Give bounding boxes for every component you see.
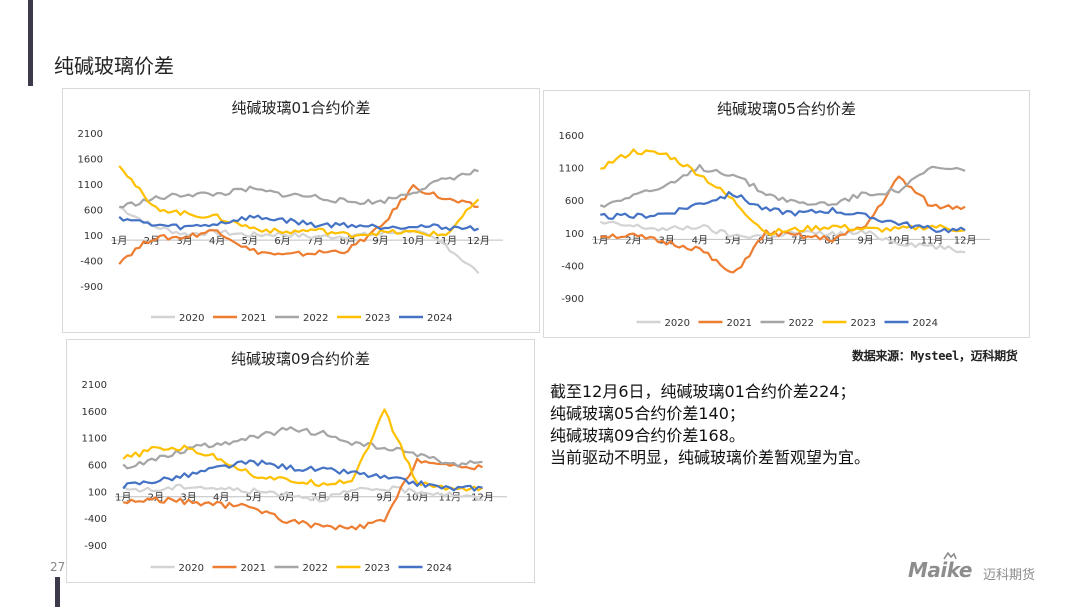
x-tick-label: 2月: [625, 234, 641, 246]
title-accent-bar: [28, 0, 33, 86]
y-tick-label: 600: [565, 196, 584, 207]
maike-logo-mark-icon: [943, 552, 957, 560]
series-line-2023: [122, 408, 484, 492]
y-tick-label: 1100: [559, 164, 584, 175]
data-source-note: 数据来源：Mysteel，迈科期货: [852, 349, 1018, 363]
legend-label-2023: 2023: [851, 318, 876, 329]
x-tick-label: 7月: [791, 234, 807, 246]
y-tick-label: 1100: [82, 434, 107, 445]
page-number: 27: [50, 560, 66, 574]
maike-logo: Maike: [908, 558, 972, 582]
chart-05-spread: 纯碱玻璃05合约价差 1600 1100 600 100 -400 -900 1月 2月 3月 4月…: [543, 90, 1030, 338]
legend-label-2024: 2024: [427, 313, 452, 324]
series-line-2024: [600, 190, 966, 234]
summary-line-outlook: 当前驱动不明显，纯碱玻璃价差暂观望为宜。: [550, 448, 871, 467]
y-tick-label: -400: [84, 514, 107, 525]
y-tick-label: -900: [561, 294, 584, 305]
x-tick-label: 12月: [471, 492, 494, 504]
series-line-2022: [119, 168, 479, 209]
y-tick-label: 1600: [78, 155, 103, 166]
series-line-2024: [122, 459, 483, 492]
x-tick-label: 3月: [180, 492, 196, 504]
chart-title: 纯碱玻璃09合约价差: [231, 350, 370, 368]
series-line-2021: [122, 457, 483, 531]
y-tick-label: 100: [565, 229, 584, 240]
legend-label-2022: 2022: [303, 563, 328, 574]
y-tick-label: 600: [84, 206, 103, 217]
legend-label-2021: 2021: [727, 318, 752, 329]
x-tick-label: 6月: [274, 235, 290, 247]
y-tick-label: 600: [88, 461, 107, 472]
series-line-2022: [599, 163, 966, 208]
x-tick-label: 3月: [658, 234, 674, 246]
legend-label-2020: 2020: [179, 313, 204, 324]
y-tick-label: -400: [80, 257, 103, 268]
summary-line-01: 截至12月6日，纯碱玻璃01合约价差224；: [550, 382, 856, 401]
legend-label-2020: 2020: [179, 563, 204, 574]
x-tick-label: 10月: [402, 235, 425, 247]
y-tick-label: 2100: [78, 129, 103, 140]
footer-accent-bar: [55, 577, 60, 607]
x-tick-label: 9月: [372, 235, 388, 247]
x-tick-label: 10月: [887, 234, 910, 246]
x-tick-label: 4月: [213, 492, 229, 504]
chart-title: 纯碱玻璃01合约价差: [231, 99, 370, 117]
chart-01-spread: 纯碱玻璃01合约价差 2100 1600 1100 600 100 -400 -900 1月 2月…: [62, 88, 540, 333]
chart-title: 纯碱玻璃05合约价差: [717, 100, 856, 118]
summary-line-05: 纯碱玻璃05合约价差140；: [550, 404, 745, 423]
y-tick-label: -400: [561, 261, 584, 272]
x-tick-label: 4月: [692, 234, 708, 246]
series-line-2020: [599, 220, 966, 254]
series-line-2020: [122, 483, 483, 503]
x-tick-label: 8月: [344, 492, 360, 504]
y-tick-label: 1100: [78, 180, 103, 191]
legend-label-2024: 2024: [913, 318, 938, 329]
chart-09-spread: 纯碱玻璃09合约价差 2100 1600 1100 600 100 -400 -900 1月 2月…: [66, 339, 535, 583]
series-line-2021: [118, 183, 479, 265]
series-line-2023: [118, 165, 480, 239]
y-tick-label: 2100: [82, 380, 107, 391]
y-tick-label: 1600: [82, 407, 107, 418]
x-tick-label: 1月: [111, 235, 127, 247]
y-tick-label: -900: [80, 282, 103, 293]
summary-text: 截至12月6日，纯碱玻璃01合约价差224； 纯碱玻璃05合约价差140； 纯碱…: [550, 381, 870, 469]
y-tick-label: -900: [84, 541, 107, 552]
legend-label-2024: 2024: [427, 563, 452, 574]
legend-label-2021: 2021: [241, 313, 266, 324]
legend-label-2021: 2021: [241, 563, 266, 574]
x-tick-label: 12月: [467, 235, 490, 247]
series-line-2020: [118, 206, 480, 275]
series-line-2024: [118, 214, 479, 232]
legend-label-2023: 2023: [365, 563, 390, 574]
series-line-2023: [600, 148, 966, 237]
x-tick-label: 6月: [278, 492, 294, 504]
maike-logo-cn: 迈科期货: [983, 568, 1036, 583]
x-tick-label: 11月: [434, 235, 457, 247]
legend-label-2022: 2022: [303, 313, 328, 324]
x-tick-label: 4月: [209, 235, 225, 247]
y-tick-label: 1600: [559, 131, 584, 142]
y-tick-label: 100: [88, 487, 107, 498]
legend-label-2022: 2022: [789, 318, 814, 329]
x-tick-label: 9月: [857, 234, 873, 246]
y-tick-label: 100: [84, 231, 103, 242]
x-tick-label: 12月: [954, 234, 977, 246]
x-tick-label: 1月: [115, 492, 131, 504]
page-title: 纯碱玻璃价差: [54, 54, 174, 78]
x-tick-label: 9月: [376, 492, 392, 504]
legend-label-2023: 2023: [365, 313, 390, 324]
series-line-2022: [122, 426, 483, 470]
summary-line-09: 纯碱玻璃09合约价差168。: [550, 426, 745, 445]
x-tick-label: 5月: [242, 235, 258, 247]
x-tick-label: 10月: [406, 492, 429, 504]
x-tick-label: 11月: [921, 234, 944, 246]
legend-label-2020: 2020: [665, 318, 690, 329]
